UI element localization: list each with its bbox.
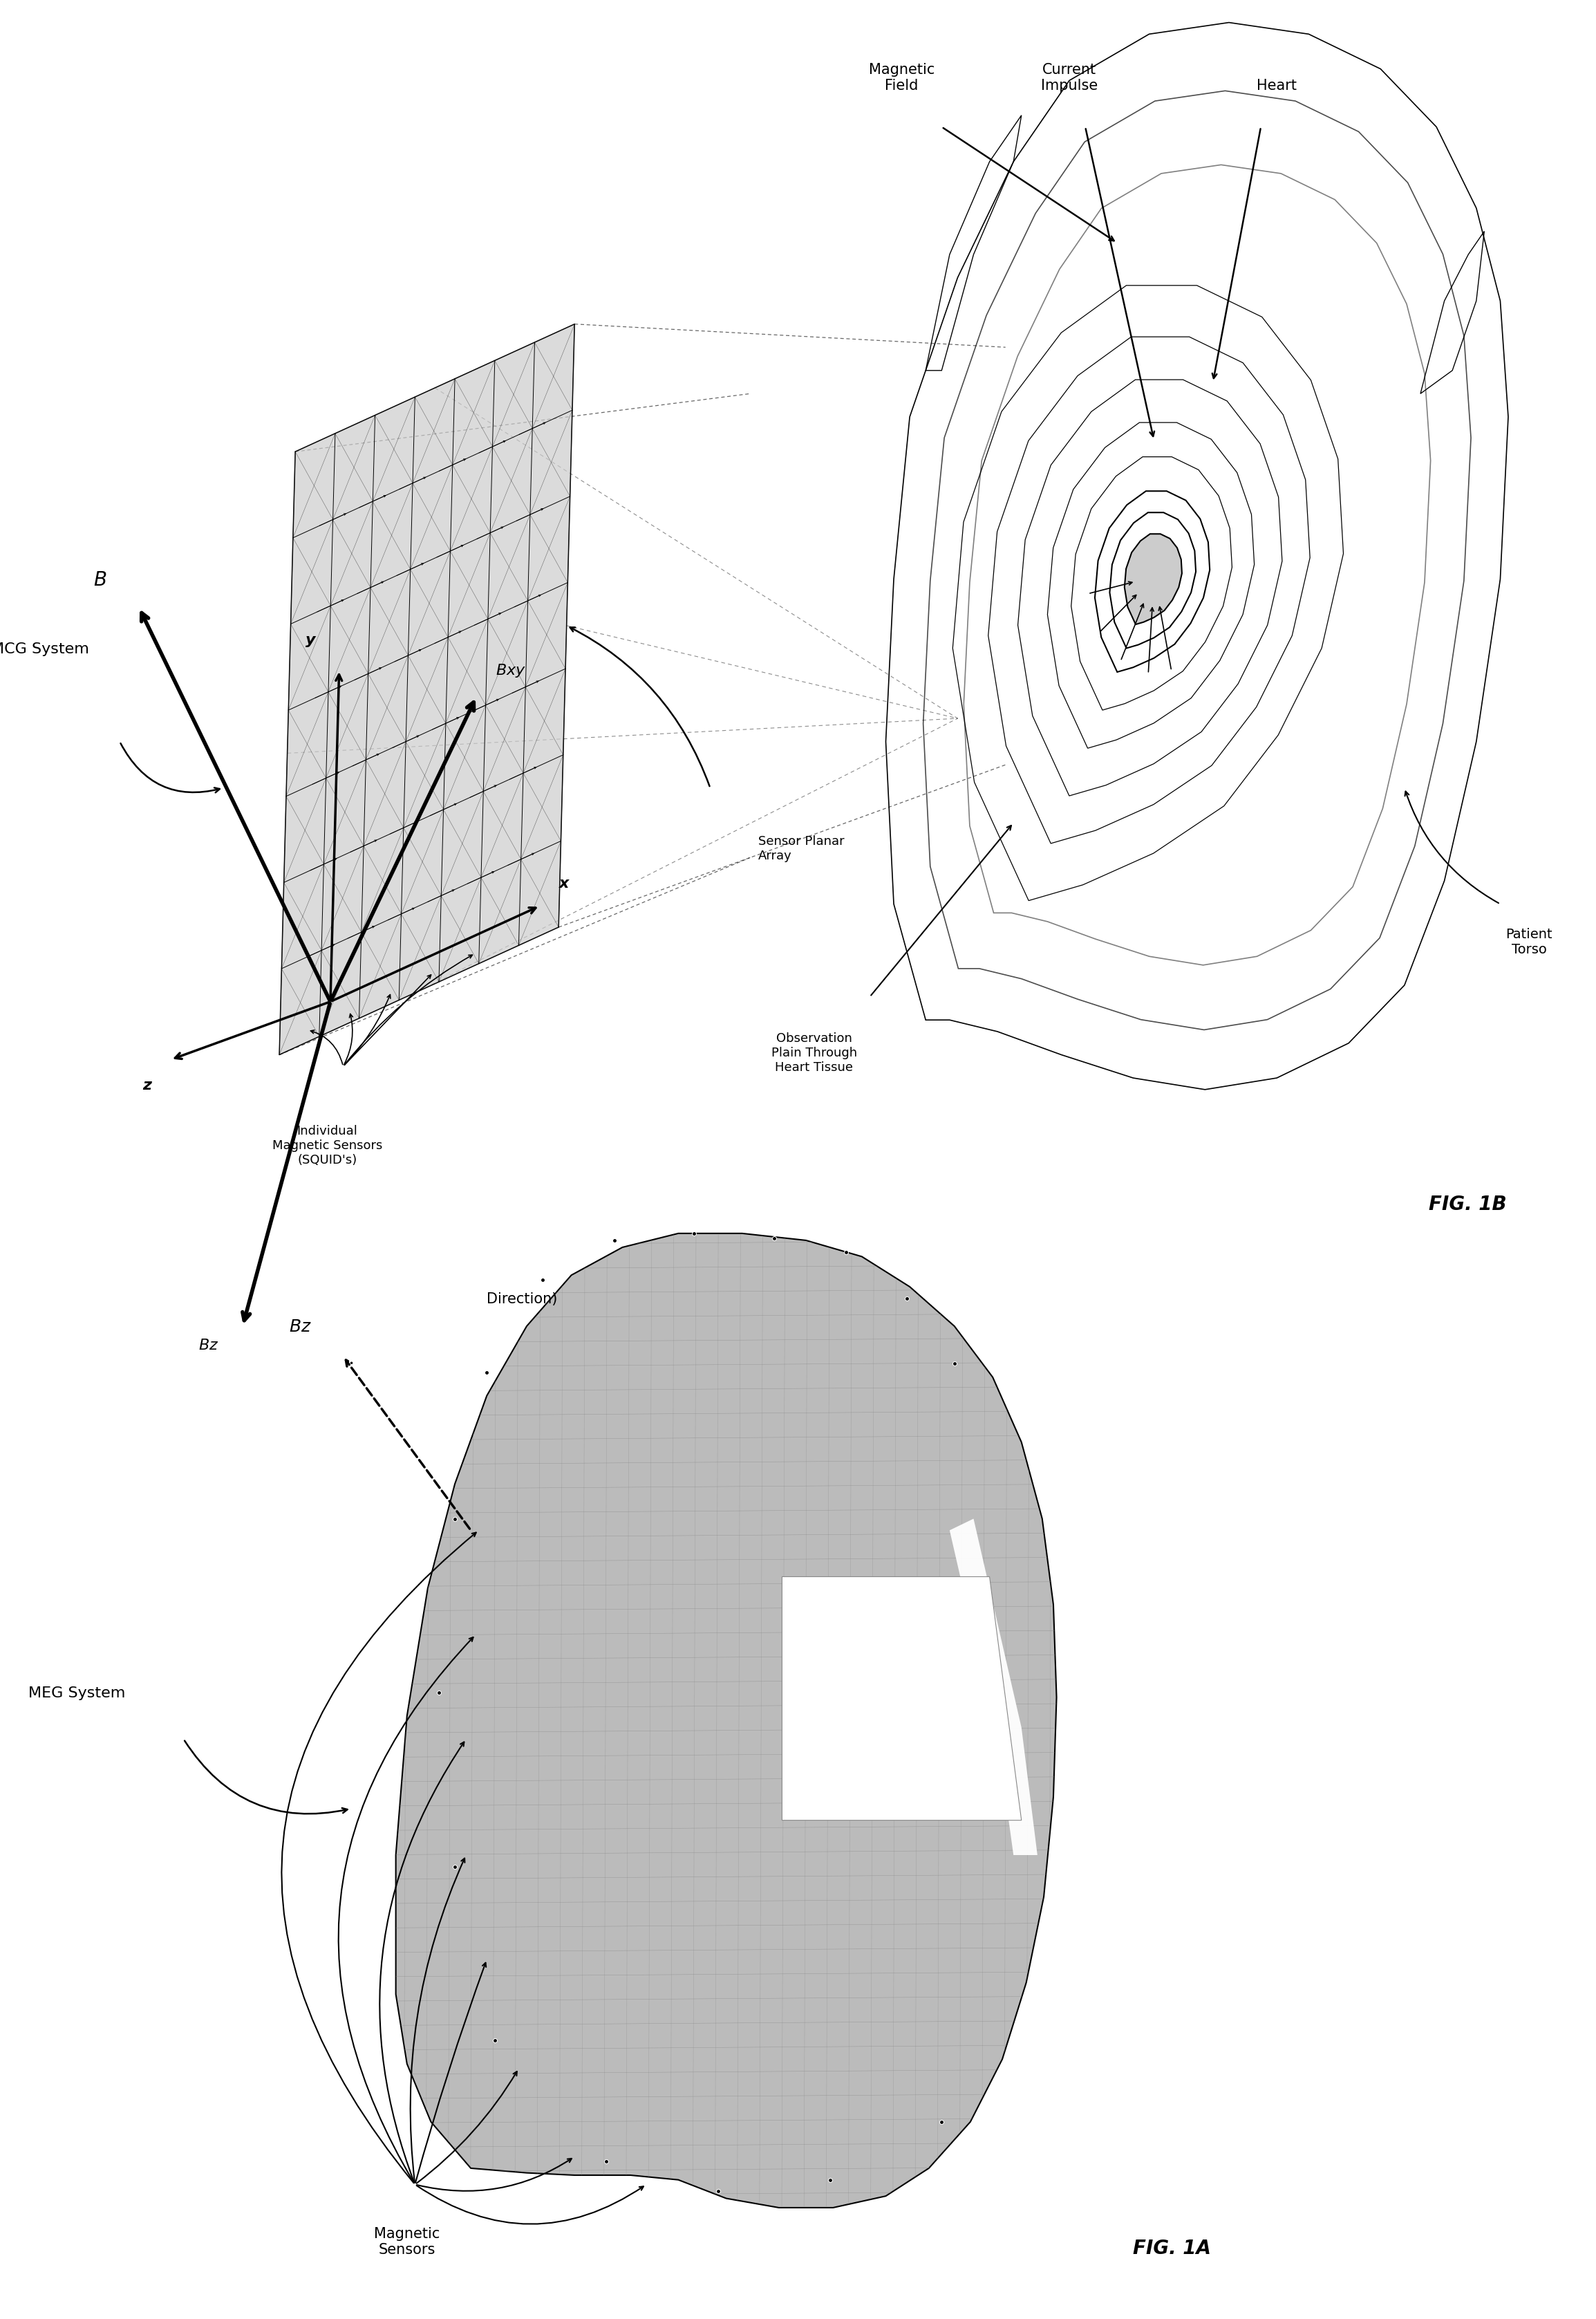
Text: Magnetic
Sensors: Magnetic Sensors — [373, 2226, 440, 2256]
Text: Observation
Plain Through
Heart Tissue: Observation Plain Through Heart Tissue — [771, 1032, 857, 1074]
Text: z: z — [142, 1078, 152, 1092]
Polygon shape — [950, 1519, 1037, 1855]
Text: FIG. 1B: FIG. 1B — [1428, 1194, 1507, 1213]
Text: MCG System: MCG System — [0, 642, 89, 656]
Polygon shape — [279, 325, 575, 1055]
Text: Heart: Heart — [1256, 79, 1298, 93]
Text: $\mathbf{\mathit{Bxy}}$: $\mathbf{\mathit{Bxy}}$ — [495, 661, 525, 679]
Polygon shape — [396, 1234, 1057, 2208]
Polygon shape — [1125, 533, 1183, 624]
Text: Sensor Planar
Array: Sensor Planar Array — [758, 835, 844, 863]
Text: Direction): Direction) — [487, 1292, 557, 1306]
Text: MEG System: MEG System — [29, 1686, 124, 1700]
Text: Current
Impulse: Current Impulse — [1041, 63, 1098, 93]
Text: y: y — [305, 633, 316, 647]
Text: $\mathbf{\mathit{B}}$: $\mathbf{\mathit{B}}$ — [94, 570, 107, 589]
Polygon shape — [782, 1577, 1021, 1820]
Text: Magnetic
Field: Magnetic Field — [868, 63, 935, 93]
Text: FIG. 1A: FIG. 1A — [1133, 2238, 1211, 2256]
Text: x: x — [559, 877, 568, 890]
Polygon shape — [396, 1234, 1057, 2208]
Text: Individual
Magnetic Sensors
(SQUID's): Individual Magnetic Sensors (SQUID's) — [271, 1125, 383, 1166]
Text: $\mathbf{\mathit{Bz}}$: $\mathbf{\mathit{Bz}}$ — [198, 1338, 219, 1352]
Text: Patient
Torso: Patient Torso — [1505, 928, 1553, 955]
Text: $\mathbf{\mathit{Bz}}$: $\mathbf{\mathit{Bz}}$ — [289, 1317, 311, 1336]
